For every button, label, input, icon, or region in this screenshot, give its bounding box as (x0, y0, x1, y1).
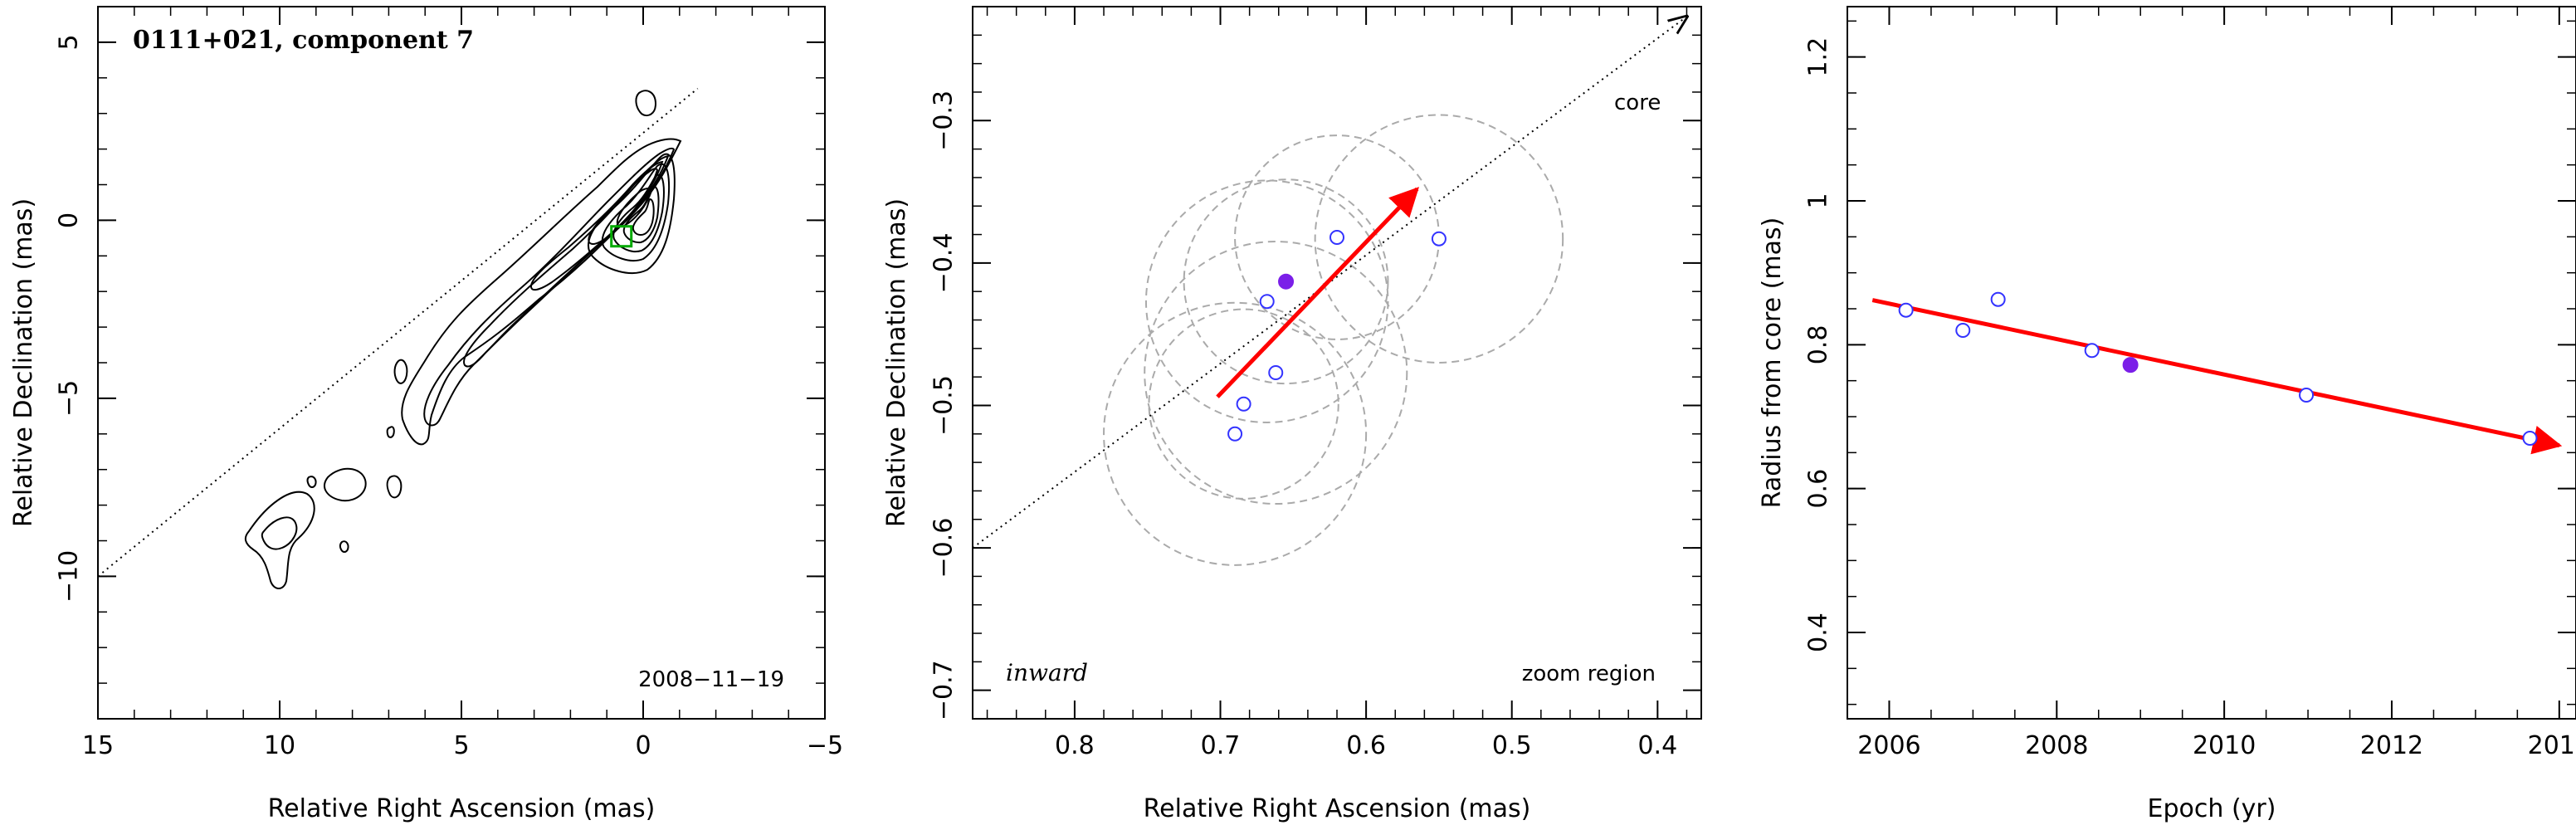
data-point (2522, 431, 2538, 446)
data-point (1236, 396, 1251, 412)
panel-2-frame (972, 6, 1702, 720)
y-tick-label: 0 (55, 212, 84, 228)
x-tick-label: 2010 (2193, 731, 2256, 760)
x-tick-label: 0.5 (1492, 731, 1532, 760)
error-circle (1103, 301, 1368, 566)
data-point (1431, 231, 1447, 247)
panel-1-title: 0111+021, component 7 (133, 26, 474, 55)
highlight-point (1278, 273, 1295, 290)
x-tick-label: 0.8 (1055, 731, 1095, 760)
panel-contour-map: 15 10 5 0 −5 5 0 −5 −10 0111+021, component 7 20… (9, 6, 843, 823)
error-circle (1148, 308, 1339, 500)
y-tick-label: −0.3 (929, 90, 959, 151)
contour-line (386, 475, 402, 499)
y-tick-label: −0.6 (929, 518, 959, 579)
y-tick-label: 0.6 (1804, 469, 1833, 509)
motion-arrow (1216, 187, 1420, 398)
contour-line (261, 516, 298, 550)
error-circle (1144, 179, 1389, 423)
y-tick-label: 5 (55, 34, 84, 50)
core-label: core (1614, 90, 1661, 115)
x-tick-label: 2006 (1857, 731, 1920, 760)
x-tick-label: 0.7 (1201, 731, 1241, 760)
highlight-point (2122, 357, 2139, 374)
contour-line (339, 540, 349, 553)
contour-line (393, 359, 408, 384)
zoom-region-label: zoom region (1522, 662, 1656, 686)
x-tick-label: −5 (807, 731, 843, 760)
panel-radius-vs-epoch: 2006 2008 2010 2012 2014 0.4 0.6 0.8 1 1.2 Epoch … (1758, 6, 2576, 823)
data-point (1329, 229, 1344, 245)
y-tick-label: −0.7 (929, 660, 959, 720)
contour-line (612, 173, 665, 252)
panel-3-xlabel: Epoch (yr) (2148, 794, 2276, 823)
error-circle (1144, 240, 1408, 505)
contour-line (601, 163, 671, 262)
contour-line (632, 198, 655, 237)
contour-line (588, 153, 676, 274)
data-point (1955, 323, 1971, 338)
x-tick-label: 2014 (2528, 731, 2576, 760)
x-tick-label: 0.6 (1346, 731, 1386, 760)
data-point (1259, 294, 1275, 310)
data-point (2084, 343, 2100, 359)
x-tick-label: 0 (635, 731, 651, 760)
contour-line (324, 467, 367, 502)
y-tick-label: −0.5 (929, 375, 959, 436)
data-point (1268, 365, 1284, 381)
x-tick-label: 2008 (2025, 731, 2088, 760)
panel-2-xlabel: Relative Right Ascension (mas) (1144, 794, 1531, 823)
x-tick-label: 5 (453, 731, 469, 760)
contour-line (386, 426, 395, 438)
panel-1-date-label: 2008−11−19 (638, 667, 784, 692)
inward-label: inward (1006, 659, 1088, 686)
panel-zoom-region: 0.8 0.7 0.6 0.5 0.4 −0.3 −0.4 −0.5 −0.6 −0.7 core… (882, 6, 1702, 823)
x-tick-label: 10 (264, 731, 295, 760)
contour-map (244, 90, 682, 589)
fit-line (1871, 298, 2563, 455)
y-tick-label: 1 (1804, 193, 1833, 208)
panel-1-ylabel: Relative Declination (mas) (9, 198, 38, 527)
x-tick-label: 2012 (2360, 731, 2423, 760)
panel-3-frame (1847, 6, 2576, 720)
y-tick-label: 0.8 (1804, 325, 1833, 364)
x-tick-label: 0.4 (1637, 731, 1677, 760)
contour-line (423, 147, 676, 427)
data-point (2299, 388, 2315, 403)
y-tick-label: −5 (55, 380, 84, 417)
panel-1-frame (97, 6, 826, 720)
y-tick-label: −0.4 (929, 232, 959, 293)
jet-direction-line (97, 87, 699, 578)
error-circle (1314, 114, 1564, 364)
contour-line (616, 188, 653, 227)
x-tick-label: 15 (82, 731, 114, 760)
contour-line (244, 491, 315, 589)
y-tick-label: −10 (55, 550, 84, 603)
data-point (1898, 302, 1914, 318)
panel-1-xlabel: Relative Right Ascension (mas) (268, 794, 656, 823)
panel-3-ylabel: Radius from core (mas) (1758, 217, 1787, 509)
contour-line (635, 90, 657, 117)
y-tick-label: 0.4 (1804, 613, 1833, 652)
data-point (1227, 426, 1243, 442)
data-point (1990, 291, 2006, 307)
contour-line (306, 476, 317, 488)
y-tick-label: 1.2 (1804, 37, 1833, 77)
error-circle (1183, 178, 1389, 385)
contour-line (401, 138, 682, 446)
panel-2-ylabel: Relative Declination (mas) (882, 198, 911, 527)
component-marker (610, 225, 633, 248)
